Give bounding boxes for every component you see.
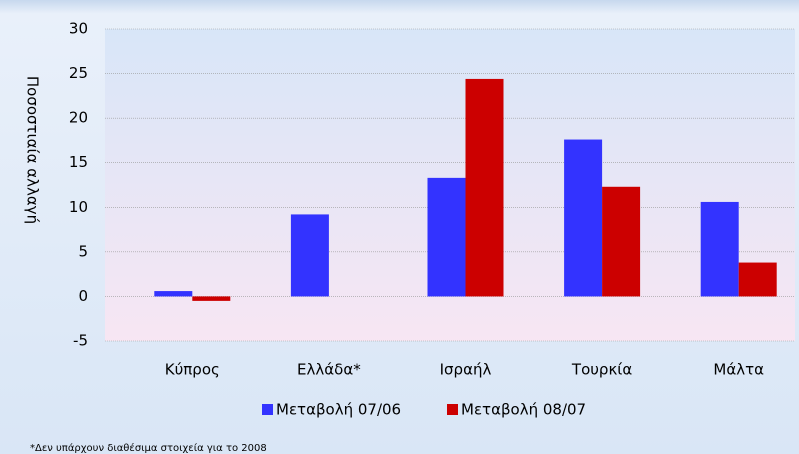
bar (602, 186, 641, 297)
x-tick-label: Μάλτα (713, 361, 764, 379)
x-tick-label: Κύπρος (165, 361, 220, 379)
bar (290, 214, 329, 297)
bar (700, 201, 739, 297)
x-tick-label: Τουρκία (571, 361, 632, 379)
y-tick-label: 10 (69, 198, 88, 216)
y-tick-label: -5 (73, 332, 88, 350)
legend-label: Μεταβολή 08/07 (461, 401, 586, 419)
y-tick-label: 5 (78, 242, 88, 260)
y-axis-label: Ποσοστιαία αλλαγή (24, 76, 42, 224)
bar (738, 262, 777, 297)
bar (564, 139, 603, 297)
y-tick-label: 25 (69, 64, 88, 82)
bar (154, 291, 193, 297)
bar (192, 296, 231, 301)
x-tick-label: Ελλάδα* (297, 361, 361, 379)
footnote: *Δεν υπάρχουν διαθέσιμα στοιχεία για το … (30, 442, 267, 454)
bar (465, 78, 504, 297)
y-tick-label: 30 (69, 20, 88, 38)
legend-swatch (262, 404, 273, 415)
legend-label: Μεταβολή 07/06 (276, 401, 401, 419)
y-tick-label: 15 (69, 153, 88, 171)
x-tick-label: Ισραήλ (440, 361, 492, 379)
bar (427, 177, 466, 297)
legend-swatch (447, 404, 458, 415)
y-tick-label: 20 (69, 109, 88, 127)
y-tick-label: 0 (78, 287, 88, 305)
